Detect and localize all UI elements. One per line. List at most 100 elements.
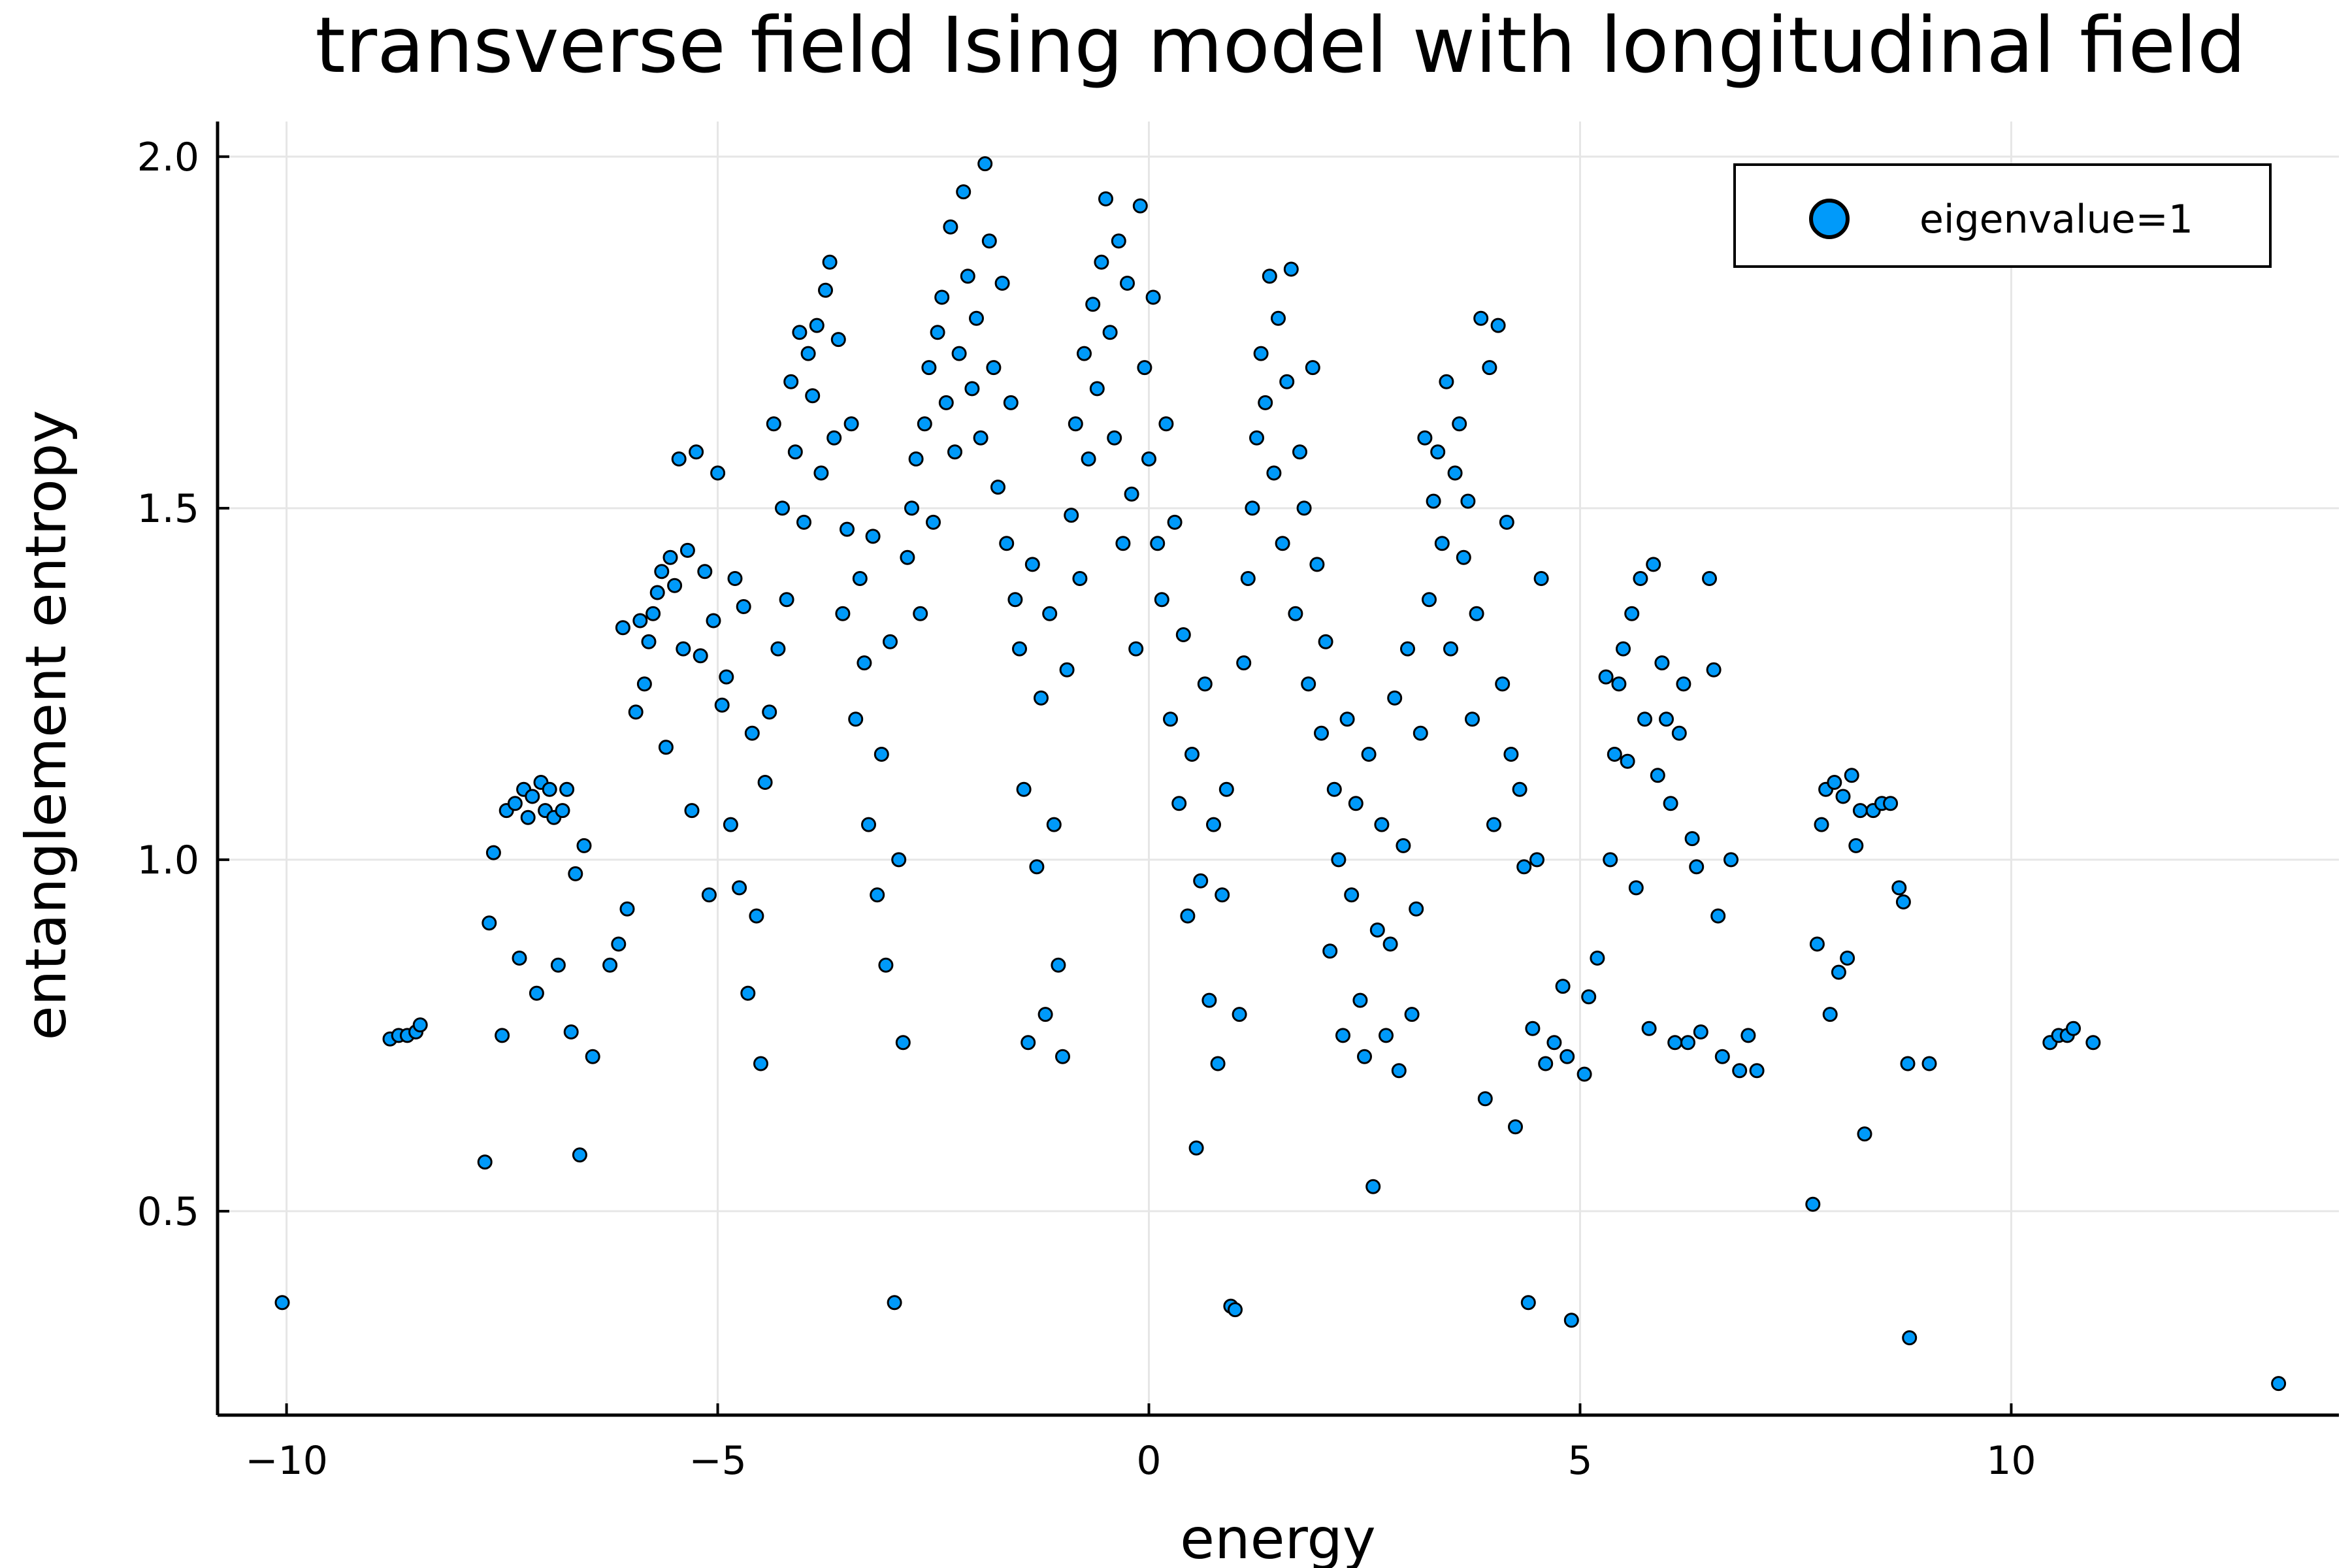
- scatter-point: [1499, 514, 1514, 530]
- scatter-point: [1305, 360, 1320, 376]
- scatter-point: [1292, 444, 1307, 460]
- scatter-point: [1141, 451, 1156, 466]
- scatter-point: [679, 542, 695, 558]
- scatter-point: [710, 465, 726, 481]
- scatter-point: [1309, 557, 1325, 572]
- scatter-point: [585, 1049, 600, 1064]
- scatter-point: [274, 1295, 290, 1311]
- scatter-point: [1188, 1140, 1204, 1156]
- scatter-point: [1857, 1126, 1872, 1142]
- scatter-point: [1581, 989, 1597, 1005]
- scatter-point: [1218, 781, 1234, 797]
- scatter-point: [783, 374, 799, 389]
- scatter-point: [1262, 269, 1277, 284]
- scatter-point: [1710, 908, 1726, 924]
- scatter-point: [964, 381, 980, 397]
- scatter-point: [1012, 641, 1027, 657]
- scatter-point: [943, 219, 958, 235]
- scatter-point: [1210, 1056, 1226, 1071]
- scatter-point: [865, 529, 881, 544]
- scatter-point: [1344, 887, 1360, 903]
- scatter-point: [649, 585, 665, 600]
- scatter-point: [645, 606, 661, 621]
- scatter-point: [1396, 838, 1411, 853]
- scatter-point: [1024, 557, 1040, 572]
- scatter-point: [1546, 1035, 1562, 1051]
- scatter-point: [1590, 951, 1605, 966]
- scatter-point: [977, 156, 993, 172]
- scatter-point: [1296, 500, 1312, 516]
- scatter-point: [883, 634, 898, 649]
- scatter-point: [1102, 325, 1118, 340]
- scatter-point: [770, 641, 786, 657]
- scatter-point: [1620, 753, 1635, 769]
- scatter-point: [1447, 465, 1463, 481]
- y-gridlines: [218, 155, 2339, 1213]
- scatter-point: [1809, 936, 1825, 952]
- scatter-point: [563, 1024, 579, 1039]
- scatter-point: [1891, 880, 1907, 896]
- scatter-point: [1883, 796, 1899, 811]
- scatter-point: [1684, 831, 1700, 847]
- scatter-point: [714, 697, 730, 713]
- scatter-point: [926, 514, 941, 530]
- scatter-point: [1659, 711, 1674, 727]
- scatter-point: [1037, 1007, 1053, 1022]
- scatter-point: [1723, 852, 1739, 868]
- scatter-point: [2271, 1376, 2287, 1392]
- scatter-point: [1029, 859, 1045, 875]
- scatter-point: [495, 1028, 510, 1043]
- scatter-point: [1379, 1028, 1394, 1043]
- scatter-point: [1814, 817, 1829, 832]
- scatter-point: [1201, 992, 1217, 1008]
- scatter-point: [1693, 1024, 1708, 1039]
- y-axis-ticks: 0.5 1.0 1.5 2.0: [137, 135, 229, 1235]
- scatter-point: [1335, 1028, 1350, 1043]
- x-tick-label: 10: [1986, 1438, 2036, 1484]
- scatter-point: [1563, 1313, 1579, 1328]
- scatter-point: [973, 430, 988, 446]
- scatter-point: [1180, 908, 1196, 924]
- scatter-point: [1486, 817, 1501, 832]
- scatter-point: [1197, 676, 1213, 692]
- scatter-point: [809, 318, 825, 333]
- scatter-point: [878, 957, 894, 973]
- scatter-point: [891, 852, 907, 868]
- scatter-point: [542, 781, 557, 797]
- scatter-point: [1128, 641, 1144, 657]
- scatter-point: [1042, 606, 1058, 621]
- scatter-point: [895, 1035, 911, 1051]
- scatter-point: [1895, 894, 1911, 909]
- scatter-point: [693, 648, 708, 664]
- x-gridlines: [286, 122, 2012, 1415]
- scatter-point: [840, 521, 855, 537]
- scatter-point: [1439, 374, 1454, 389]
- scatter-point: [1805, 1196, 1821, 1212]
- scatter-point: [1633, 571, 1648, 586]
- scatter-point: [671, 451, 687, 466]
- scatter-point: [1456, 549, 1471, 565]
- scatter-point: [1516, 859, 1532, 875]
- scatter-point: [766, 416, 781, 432]
- scatter-point: [956, 184, 972, 200]
- scatter-point: [520, 809, 536, 825]
- scatter-point: [684, 803, 700, 819]
- y-axis-label: entanglement entropy: [14, 410, 79, 1041]
- scatter-point: [1064, 508, 1079, 523]
- scatter-point: [874, 747, 889, 762]
- scatter-point: [934, 289, 950, 305]
- scatter-point: [1374, 817, 1390, 832]
- scatter-point: [1477, 1091, 1493, 1107]
- scatter-point: [1236, 655, 1252, 671]
- scatter-point: [1676, 676, 1691, 692]
- scatter-point: [723, 817, 738, 832]
- scatter-point: [1714, 1049, 1730, 1064]
- scatter-point: [1279, 374, 1295, 389]
- scatter-point: [857, 655, 872, 671]
- scatter-point: [1520, 1295, 1536, 1311]
- scatter-point: [697, 564, 713, 580]
- scatter-point: [1215, 887, 1230, 903]
- scatter-point: [1318, 634, 1333, 649]
- scatter-point: [662, 549, 678, 565]
- scatter-point: [1848, 838, 1864, 853]
